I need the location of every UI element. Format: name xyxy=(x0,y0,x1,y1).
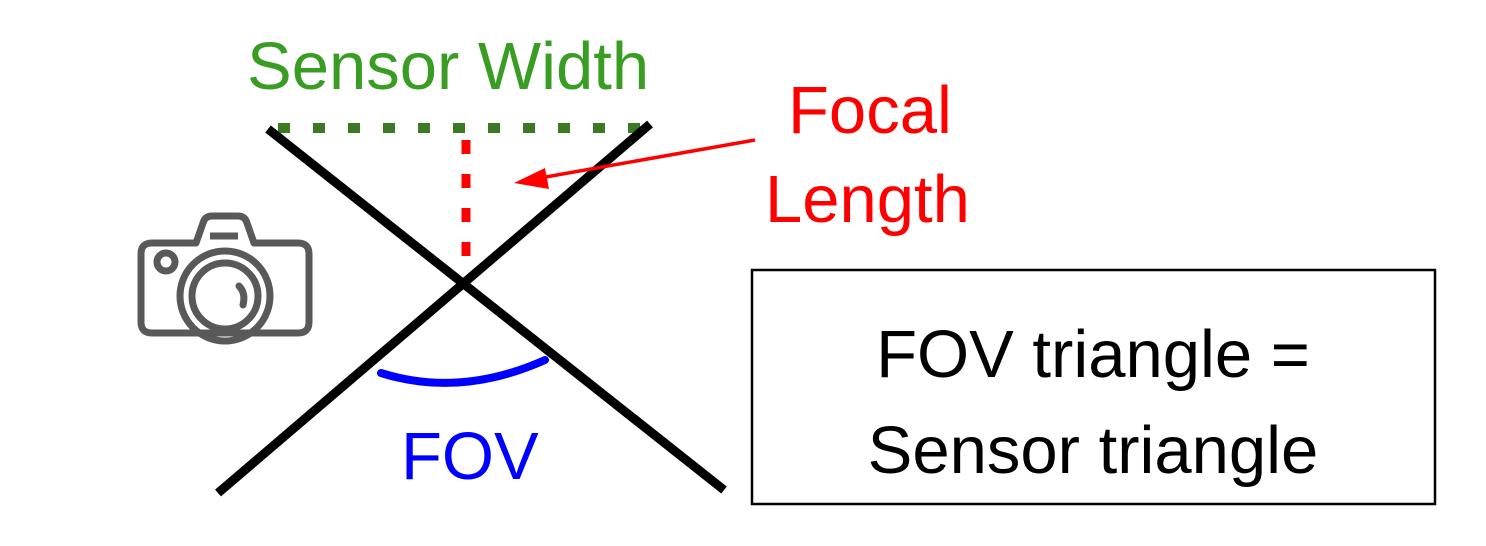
arrow-head-icon xyxy=(514,168,549,189)
ray-line-left-top xyxy=(265,125,727,494)
equation-line2: Sensor triangle xyxy=(868,413,1319,488)
ray-line-right-top xyxy=(215,120,653,497)
equation-line1: FOV triangle = xyxy=(876,317,1310,392)
focal-length-arrow-line xyxy=(539,138,756,180)
focal-length-label-line1: Focal xyxy=(788,73,952,148)
fov-arc xyxy=(377,356,549,387)
camera-icon xyxy=(137,212,313,345)
fov-label: FOV xyxy=(401,419,539,494)
focal-length-label-line2: Length xyxy=(765,162,970,237)
sensor-width-label: Sensor Width xyxy=(247,29,649,104)
equation-box xyxy=(750,268,1437,506)
